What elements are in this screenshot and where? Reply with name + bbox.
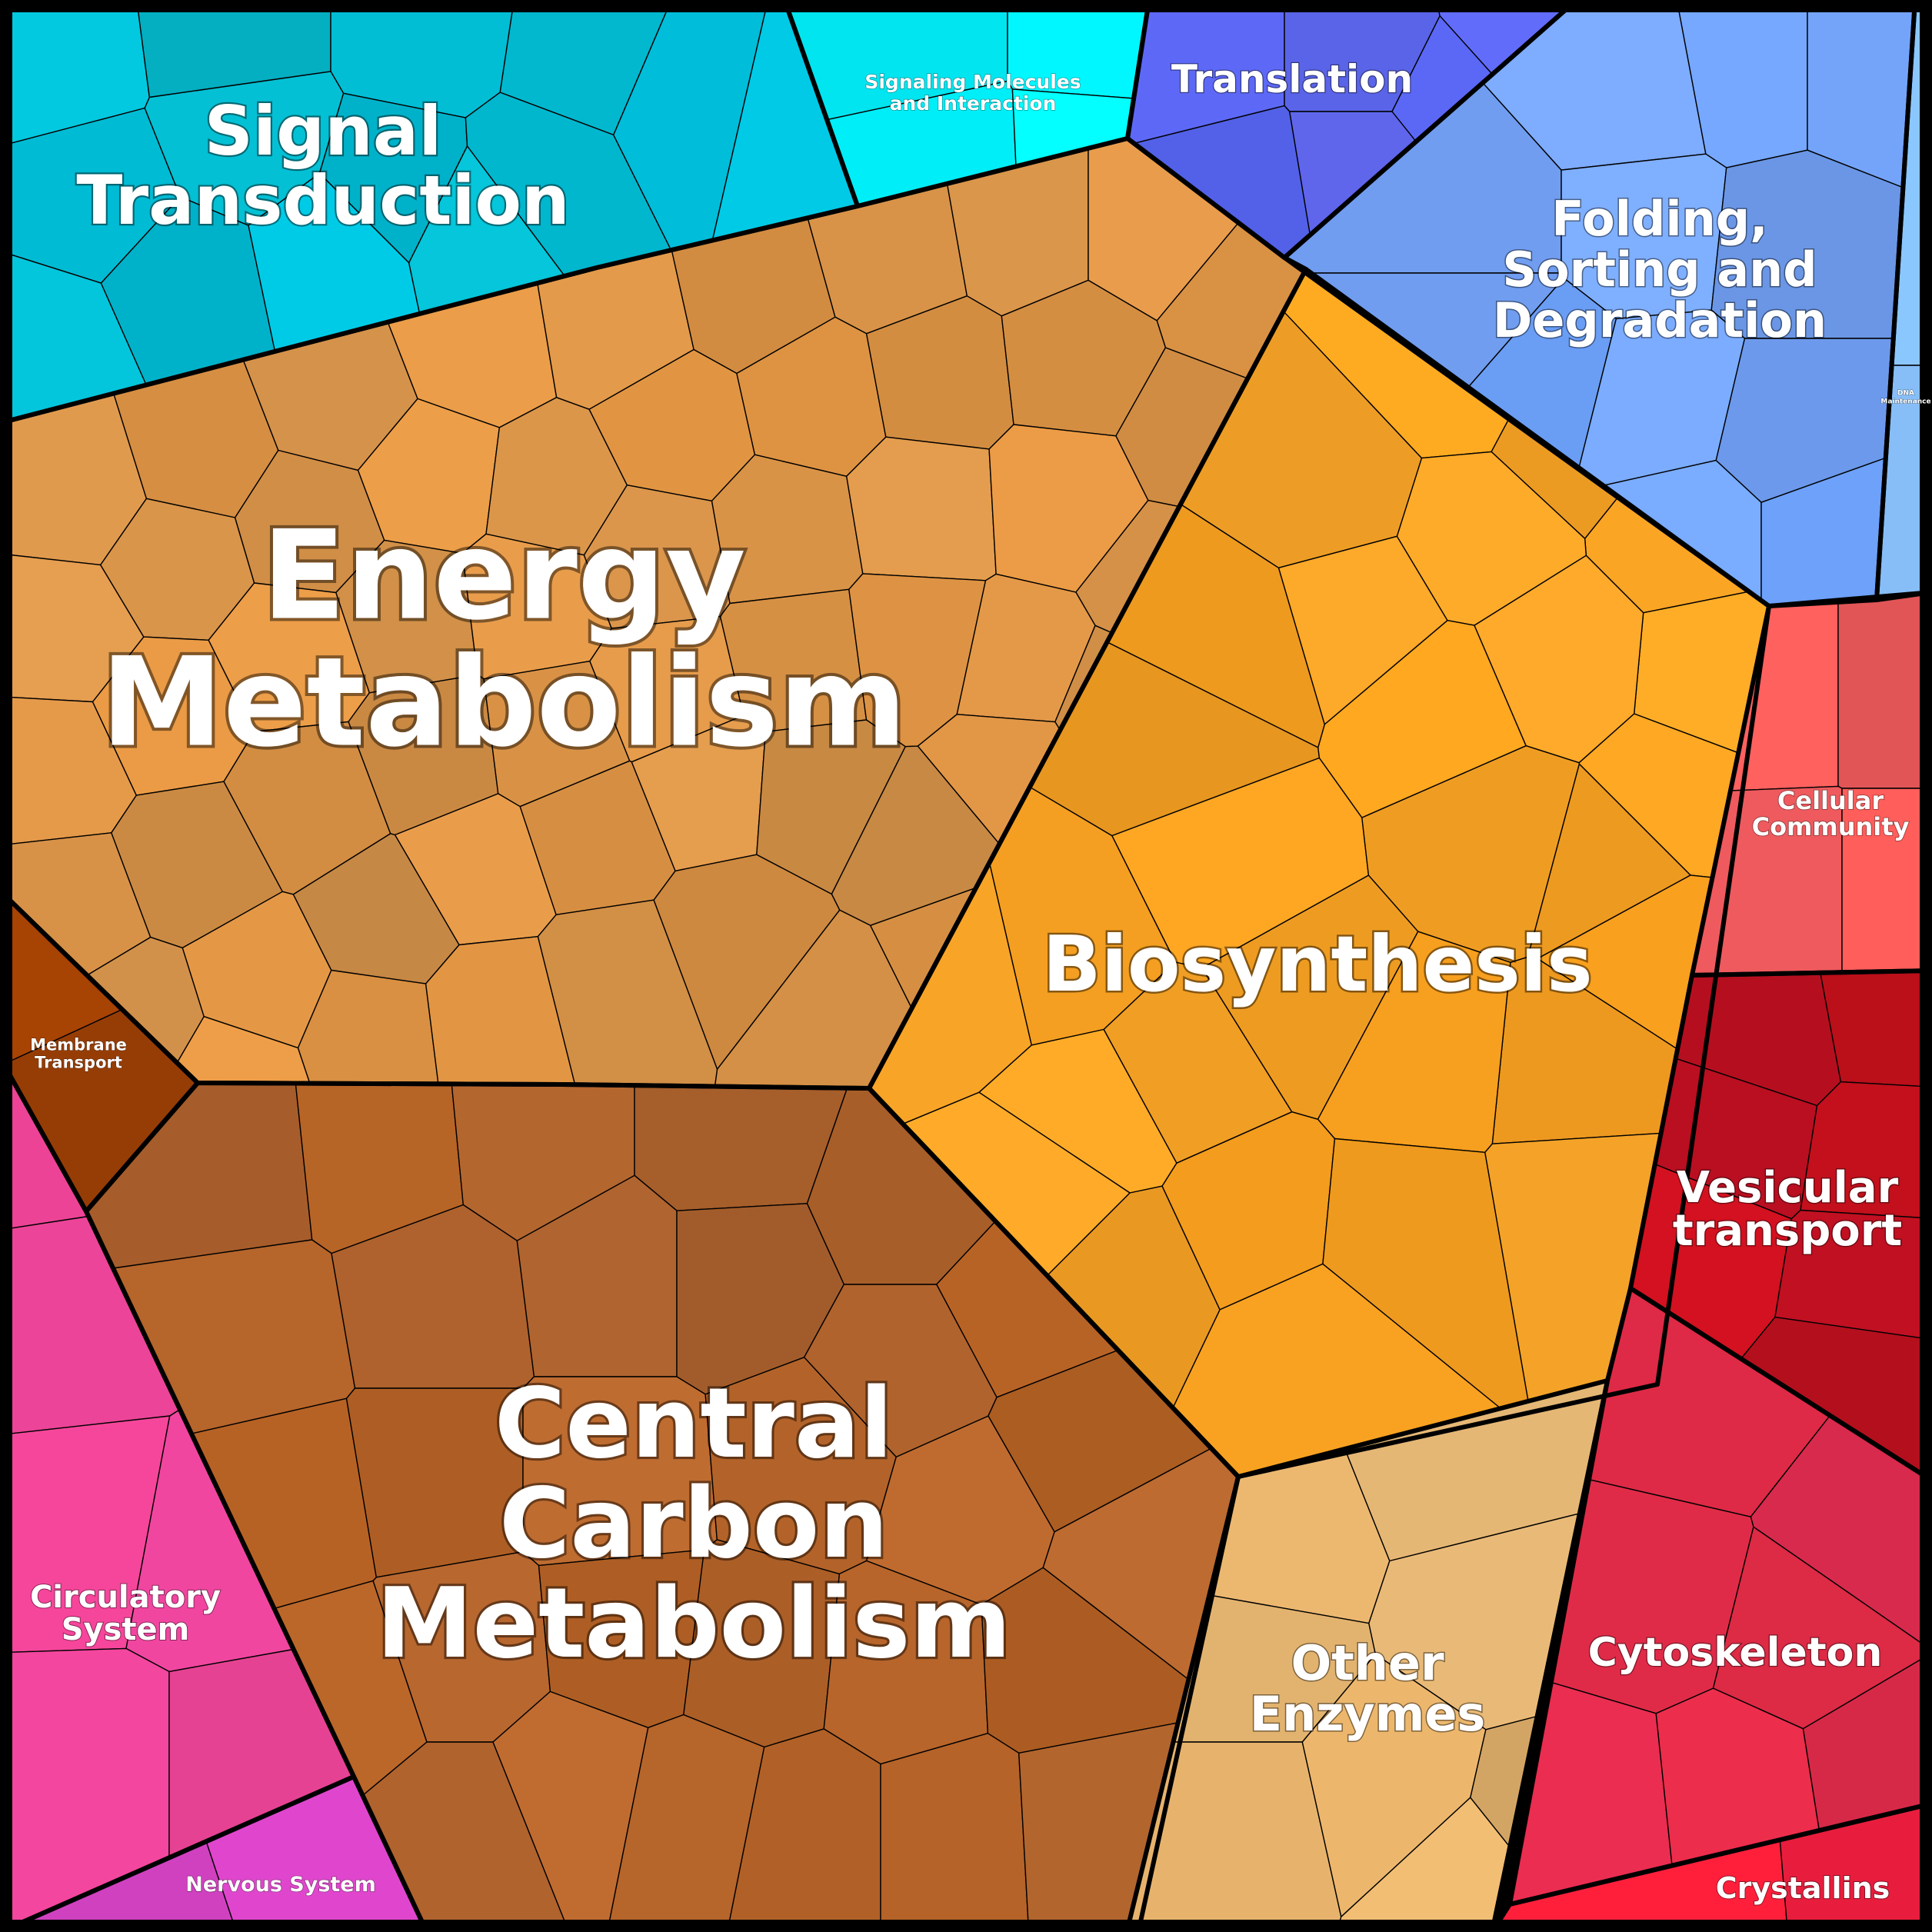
folding-label-line: Sorting and: [1502, 242, 1817, 298]
dna-label-line: DNA: [1897, 390, 1914, 398]
dna-label: DNA Maintenance: [1880, 390, 1930, 406]
vesicular-cell: [1774, 1209, 1932, 1341]
cellular-cell: [1837, 591, 1932, 789]
vesicular-cell: [1800, 1081, 1932, 1219]
circulatory-label-line: Circulatory: [30, 1580, 221, 1615]
energy-label-line: Metabolism: [101, 630, 907, 774]
crystallins-label: Crystallins: [1716, 1871, 1890, 1905]
membrane-label: Membrane Transport: [30, 1036, 127, 1072]
biosynthesis-label-line: Biosynthesis: [1042, 919, 1592, 1009]
biosynthesis-region-border: [867, 267, 1771, 1479]
signal-label: Signal Transduction: [76, 92, 569, 240]
biosynthesis-label: Biosynthesis: [1042, 919, 1592, 1009]
signaling-label-line: Signaling Molecules: [864, 71, 1081, 93]
labels-layer: Signal Transduction Signaling Molecules and…: [29, 56, 1931, 1906]
vesicular-region-border: [1628, 968, 1932, 1483]
central-label: Central Carbon Metabolism: [376, 1367, 1011, 1680]
signal-label-line: Signal: [205, 92, 442, 171]
crystallins-label-line: Crystallins: [1716, 1871, 1890, 1905]
other-label-line: Enzymes: [1250, 1686, 1486, 1742]
signaling-label: Signaling Molecules and Interaction: [864, 71, 1081, 115]
circulatory-label: Circulatory System: [30, 1580, 221, 1647]
folding-label-line: Degradation: [1493, 292, 1827, 348]
nervous-region-border: [0, 1774, 429, 1932]
cellular-label-line: Community: [1752, 812, 1910, 841]
signal-label-line: Transduction: [76, 161, 569, 240]
vesicular-label: Vesicular transport: [1673, 1163, 1902, 1256]
nervous-label-line: Nervous System: [185, 1873, 376, 1897]
cellular-label-line: Cellular: [1777, 786, 1884, 815]
membrane-label-line: Transport: [35, 1054, 122, 1072]
signaling-label-line: and Interaction: [890, 92, 1057, 115]
cellular-region-border: [1690, 590, 1932, 978]
central-label-line: Metabolism: [376, 1567, 1011, 1680]
other-label: Other Enzymes: [1250, 1635, 1486, 1742]
central-label-line: Central: [495, 1367, 893, 1480]
energy-label: Energy Metabolism: [101, 503, 907, 774]
biosynthesis-cell: [1527, 763, 1691, 960]
translation-label: Translation: [1171, 57, 1413, 102]
energy-cell: [845, 436, 997, 581]
dna-label-line: Maintenance: [1880, 398, 1930, 406]
cellular-label: Cellular Community: [1752, 786, 1910, 841]
vesicular-label-line: Vesicular: [1677, 1163, 1899, 1213]
other-label-line: Other: [1291, 1635, 1444, 1691]
cytoskeleton-label-line: Cytoskeleton: [1588, 1630, 1883, 1676]
membrane-label-line: Membrane: [30, 1036, 127, 1054]
dna-region-border: [1874, 0, 1932, 602]
cytoskeleton-label: Cytoskeleton: [1588, 1630, 1883, 1676]
translation-label-line: Translation: [1171, 57, 1413, 102]
circulatory-label-line: System: [62, 1612, 190, 1647]
folding-label: Folding, Sorting and Degradation: [1493, 191, 1827, 348]
nervous-label: Nervous System: [185, 1873, 376, 1897]
central-cell: [880, 1732, 1030, 1932]
energy-label-line: Energy: [261, 503, 745, 647]
vesicular-label-line: transport: [1673, 1206, 1902, 1256]
other-region-border: [1124, 1378, 1610, 1932]
central-label-line: Carbon: [499, 1467, 888, 1580]
folding-label-line: Folding,: [1551, 191, 1767, 247]
